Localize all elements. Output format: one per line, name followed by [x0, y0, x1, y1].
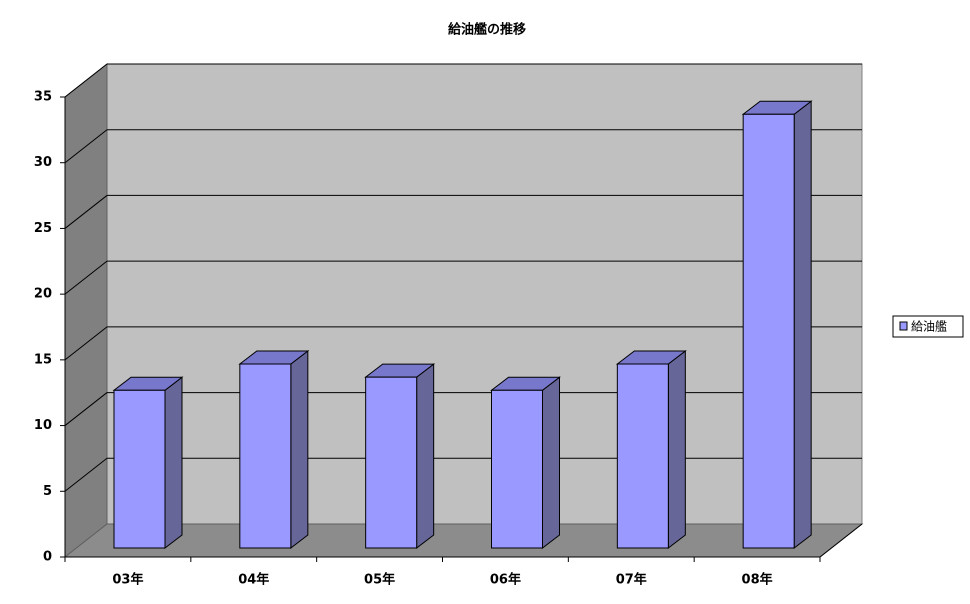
x-tick-label: 08年 — [742, 572, 773, 588]
floor — [63, 523, 864, 558]
bar-side — [290, 349, 309, 550]
y-tick-label: 25 — [34, 221, 52, 236]
bar — [616, 363, 669, 549]
y-tick-label: 30 — [34, 155, 52, 170]
bar-side — [164, 376, 183, 550]
x-tick-label: 04年 — [238, 572, 269, 588]
y-tick-label: 5 — [43, 484, 52, 499]
bar-side — [793, 100, 812, 550]
bar — [365, 376, 418, 549]
grid-line — [64, 195, 108, 229]
bar — [491, 389, 543, 549]
bar-side — [542, 376, 560, 550]
x-axis-depth — [819, 523, 863, 558]
bar — [742, 113, 795, 549]
legend-box — [892, 315, 964, 338]
chart-title: 給油艦の推移 — [448, 22, 526, 38]
y-tick-label: 35 — [34, 90, 52, 105]
grid-line — [64, 260, 108, 295]
legend-swatch — [899, 321, 908, 331]
y-tick-label: 0 — [43, 550, 52, 565]
x-tick-label: 07年 — [616, 572, 647, 588]
x-tick-label: 03年 — [112, 572, 143, 588]
legend-label: 給油艦 — [911, 320, 947, 334]
y-tick-label: 20 — [34, 287, 52, 302]
bar-side — [667, 349, 686, 550]
grid-line — [64, 326, 108, 361]
grid-line — [64, 63, 108, 98]
bar — [113, 389, 166, 549]
x-tick-label: 06年 — [490, 572, 521, 588]
x-tick-label: 05年 — [364, 572, 395, 588]
y-tick-label: 10 — [34, 418, 52, 433]
bar — [239, 363, 292, 549]
side-wall — [64, 62, 108, 559]
grid-line — [64, 392, 108, 426]
grid-line — [64, 129, 108, 164]
y-tick-label: 15 — [34, 352, 52, 367]
bar-side — [416, 363, 435, 550]
grid-line — [64, 457, 108, 492]
